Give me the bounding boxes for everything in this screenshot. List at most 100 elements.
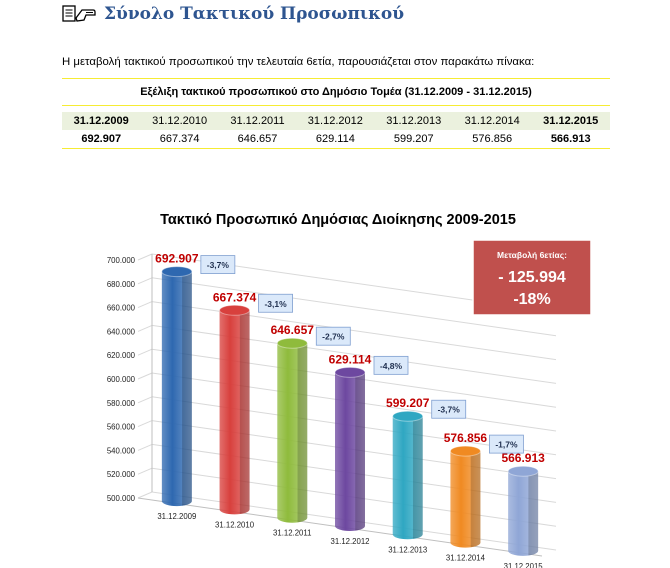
change-label: -3,7% bbox=[207, 260, 230, 270]
table-cell-year: 31.12.2012 bbox=[296, 112, 375, 130]
bar-shade bbox=[239, 310, 250, 514]
y-tick-label: 500.000 bbox=[107, 494, 136, 503]
change-label: -4,8% bbox=[380, 361, 403, 371]
table-cell-value: 576.856 bbox=[452, 130, 532, 149]
x-tick-label: 31.12.2015 bbox=[504, 562, 544, 568]
document-hand-icon bbox=[62, 5, 96, 22]
bar-shade bbox=[528, 471, 539, 556]
bar-top bbox=[334, 366, 366, 378]
bar bbox=[508, 471, 539, 556]
gridline-side bbox=[137, 443, 153, 451]
page-title: Σύνολο Τακτικού Προσωπικού bbox=[104, 4, 405, 24]
y-tick-label: 560.000 bbox=[107, 423, 136, 432]
bar bbox=[392, 416, 423, 540]
gridline-side bbox=[137, 324, 153, 332]
bar-top bbox=[507, 465, 539, 477]
change-box bbox=[489, 434, 524, 454]
data-label: 599.207 bbox=[386, 396, 430, 410]
y-tick-label: 520.000 bbox=[107, 470, 136, 479]
change-box bbox=[200, 255, 236, 274]
table-cell-year: 31.12.2009 bbox=[62, 112, 141, 130]
data-label: 629.114 bbox=[329, 352, 372, 366]
table-caption: Εξέλιξη τακτικού προσωπικού στο Δημόσιο … bbox=[62, 78, 610, 106]
bar-top bbox=[449, 445, 481, 457]
bar-shade bbox=[412, 416, 423, 539]
bar bbox=[277, 343, 308, 523]
callout-title: Μεταβολή 6ετίας: bbox=[497, 250, 567, 260]
y-tick-label: 660.000 bbox=[107, 304, 136, 313]
table-cell-year: 31.12.2014 bbox=[452, 112, 532, 130]
gridline-side bbox=[137, 301, 153, 309]
callout-box bbox=[472, 239, 592, 316]
table-cell-value: 692.907 bbox=[62, 130, 141, 149]
data-label: 646.657 bbox=[271, 323, 315, 337]
data-label: 667.374 bbox=[213, 290, 257, 304]
x-tick-label: 31.12.2010 bbox=[215, 520, 255, 529]
gridline-side bbox=[137, 491, 153, 499]
table-cell-value: 629.114 bbox=[296, 130, 375, 149]
y-tick-label: 540.000 bbox=[107, 446, 136, 455]
change-box bbox=[315, 326, 351, 346]
gridline-side bbox=[137, 420, 153, 428]
table-row-years: 31.12.2009 31.12.2010 31.12.2011 31.12.2… bbox=[62, 112, 610, 130]
gridline-side bbox=[137, 348, 153, 356]
y-tick-label: 640.000 bbox=[107, 327, 136, 336]
bar bbox=[450, 451, 481, 548]
change-box bbox=[373, 355, 409, 375]
table-cell-value: 646.657 bbox=[218, 130, 297, 149]
bar-top bbox=[161, 266, 193, 278]
bar-top bbox=[392, 410, 424, 422]
data-label: 566.913 bbox=[501, 451, 545, 465]
table-row-values: 692.907 667.374 646.657 629.114 599.207 … bbox=[62, 130, 610, 149]
table-cell-year: 31.12.2011 bbox=[218, 112, 297, 130]
change-label: -3,7% bbox=[438, 405, 461, 415]
gridline-side bbox=[137, 372, 153, 380]
gridline bbox=[151, 301, 557, 361]
table-cell-value: 599.207 bbox=[374, 130, 453, 149]
y-tick-label: 620.000 bbox=[107, 351, 136, 360]
change-label: -1,7% bbox=[495, 440, 518, 450]
chart-bars bbox=[161, 266, 539, 556]
bar-top bbox=[219, 304, 251, 316]
bar-top bbox=[276, 337, 308, 349]
bar-shade bbox=[470, 451, 481, 548]
y-tick-label: 580.000 bbox=[107, 399, 136, 408]
bar bbox=[219, 310, 250, 515]
x-tick-label: 31.12.2013 bbox=[388, 545, 427, 554]
callout-value: - 125.994 bbox=[498, 269, 566, 286]
y-tick-label: 680.000 bbox=[107, 280, 136, 289]
page-header: Σύνολο Τακτικού Προσωπικού bbox=[62, 4, 404, 24]
change-label: -3,1% bbox=[264, 299, 287, 309]
bar-shade bbox=[355, 372, 365, 531]
gridline bbox=[151, 324, 557, 384]
callout-percent: -18% bbox=[513, 291, 550, 308]
data-label: 692.907 bbox=[155, 252, 199, 266]
x-tick-label: 31.12.2014 bbox=[446, 554, 486, 563]
table-cell-value: 566.913 bbox=[531, 130, 610, 149]
change-box bbox=[431, 399, 467, 419]
change-label: -2,7% bbox=[322, 332, 345, 342]
x-tick-label: 31.12.2011 bbox=[273, 529, 311, 538]
change-callout: Μεταβολή 6ετίας: - 125.994 -18% bbox=[472, 239, 592, 316]
bar bbox=[335, 372, 365, 531]
bar-shade bbox=[297, 343, 308, 523]
table-cell-value: 667.374 bbox=[140, 130, 219, 149]
table-cell-year: 31.12.2013 bbox=[374, 112, 453, 130]
chart-labels: 31.12.2009 692.907 31.12.2010 667.374 31.12.… bbox=[155, 252, 545, 568]
intro-text: Η μεταβολή τακτικού προσωπικού την τελευ… bbox=[62, 56, 535, 68]
data-label: 576.856 bbox=[444, 431, 488, 445]
change-box bbox=[258, 293, 293, 313]
gridline bbox=[151, 277, 557, 337]
staff-table: Εξέλιξη τακτικού προσωπικού στο Δημόσιο … bbox=[62, 78, 610, 149]
gridline-side bbox=[137, 396, 153, 404]
table-cell-year: 31.12.2010 bbox=[140, 112, 219, 130]
gridline-side bbox=[137, 253, 153, 261]
x-tick-label: 31.12.2009 bbox=[157, 512, 196, 521]
y-tick-label: 700.000 bbox=[107, 256, 136, 265]
gridline-side bbox=[137, 277, 153, 285]
gridline-side bbox=[137, 467, 153, 475]
x-tick-label: 31.12.2012 bbox=[330, 537, 369, 546]
bar bbox=[161, 271, 192, 507]
y-tick-label: 600.000 bbox=[107, 375, 136, 384]
chart-title: Τακτικό Προσωπικό Δημόσιας Διοίκησης 200… bbox=[160, 212, 516, 228]
